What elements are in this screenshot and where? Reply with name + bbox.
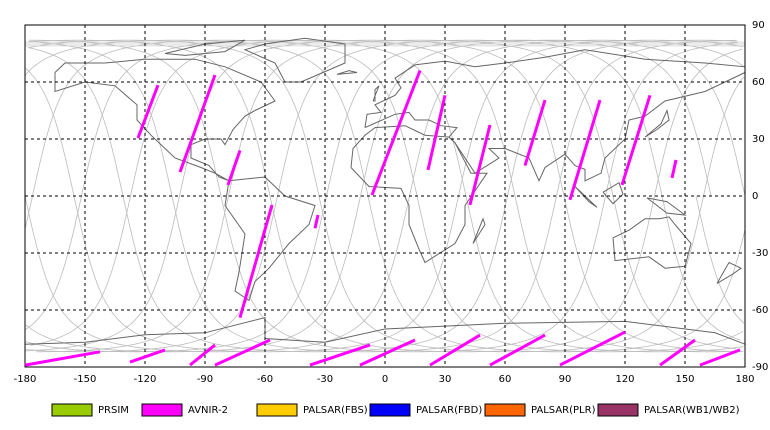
ground-track (25, 39, 744, 353)
legend-label: PRSIM (98, 405, 129, 416)
ground-track (25, 39, 745, 353)
sensor-track (24, 350, 101, 367)
y-tick-label: 60 (752, 77, 765, 88)
x-tick-label: 30 (439, 374, 452, 385)
x-tick-label: -90 (197, 374, 213, 385)
coastline (612, 216, 692, 269)
legend-label: PALSAR(WB1/WB2) (644, 405, 740, 416)
coastline (350, 125, 488, 264)
legend-swatch (256, 403, 298, 417)
y-tick-label: 90 (752, 20, 765, 31)
sensor-track (309, 343, 371, 367)
x-tick-label: -120 (134, 374, 157, 385)
coastline (602, 181, 624, 205)
y-tick-label: -60 (752, 305, 768, 316)
ground-track (29, 39, 744, 353)
plot-frame (24, 24, 746, 368)
legend-swatch (597, 403, 639, 417)
coastline (646, 197, 687, 216)
coastline (243, 37, 346, 83)
sensor-track (468, 124, 492, 206)
sensor-track (659, 338, 696, 367)
y-tick-label: -30 (752, 248, 768, 259)
legend-swatch (141, 403, 183, 417)
y-tick-label: 0 (752, 191, 758, 202)
sensor-track (699, 348, 741, 367)
sensor-track (568, 99, 602, 201)
coastline (336, 70, 358, 75)
legend-swatch (369, 403, 411, 417)
ground-track (24, 39, 746, 353)
x-tick-label: -30 (317, 374, 333, 385)
coastlines (24, 37, 746, 345)
y-tick-label: 30 (752, 134, 765, 145)
ground-tracks (24, 39, 746, 353)
sensor-track (226, 149, 242, 186)
coastline (644, 108, 670, 138)
x-tick-label: 60 (499, 374, 512, 385)
sensor-track (136, 84, 160, 139)
coastline (716, 261, 742, 284)
coastline (472, 217, 486, 244)
coastline (372, 85, 380, 102)
legend-label: PALSAR(PLR) (531, 405, 596, 416)
sensor-track (214, 338, 271, 367)
coastline (574, 186, 598, 208)
sensor-track (313, 214, 320, 229)
sensor-track (370, 70, 422, 196)
x-tick-label: 120 (615, 374, 634, 385)
sensor-track (189, 343, 216, 367)
sensor-track (620, 94, 652, 186)
coastline (24, 316, 746, 345)
x-tick-label: 180 (735, 374, 754, 385)
coastline (164, 39, 246, 56)
sensor-track (238, 204, 274, 319)
ground-track (28, 39, 736, 353)
sensor-track (359, 338, 416, 367)
ground-track (24, 39, 741, 353)
ground-track (28, 39, 739, 353)
ground-track (24, 39, 745, 353)
legend-swatch (484, 403, 526, 417)
legend-swatch (51, 403, 93, 417)
sensor-track (426, 94, 447, 171)
x-tick-label: -180 (14, 374, 37, 385)
legend-label: PALSAR(FBS) (303, 405, 368, 416)
legend-label: PALSAR(FBD) (416, 405, 482, 416)
y-tick-label: -90 (752, 362, 768, 373)
legend-label: AVNIR-2 (188, 405, 228, 416)
sensor-track (429, 333, 481, 367)
x-tick-label: 0 (382, 374, 388, 385)
x-tick-label: -60 (257, 374, 273, 385)
sensor-track (523, 99, 547, 167)
ground-track (36, 39, 744, 353)
x-tick-label: -150 (74, 374, 97, 385)
x-tick-label: 150 (675, 374, 694, 385)
sensor-track (489, 333, 546, 367)
x-tick-label: 90 (559, 374, 572, 385)
coastline (224, 176, 316, 302)
sensor-track (670, 159, 678, 179)
sensor-track (559, 330, 626, 367)
sensor-track (178, 74, 217, 173)
ground-track (30, 39, 744, 353)
coastline (54, 58, 276, 182)
sensor-track (129, 348, 166, 364)
